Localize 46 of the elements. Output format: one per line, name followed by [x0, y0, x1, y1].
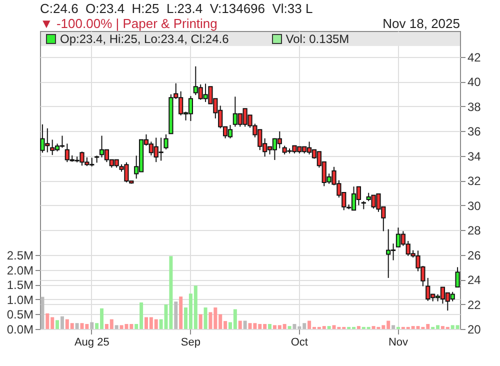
candlestick	[455, 266, 460, 288]
bar	[179, 296, 183, 329]
bar	[198, 314, 202, 329]
y-tick-label: 40	[468, 75, 482, 90]
x-tick-label: Oct	[290, 336, 308, 348]
legend-label: Op:23.4, Hi:25, Lo:23.4, Cl:24.6	[60, 32, 229, 46]
bar	[392, 325, 396, 329]
bar	[268, 324, 272, 329]
y2-tick-label: 0.0M	[6, 322, 34, 336]
bar	[327, 326, 331, 329]
bar	[243, 320, 247, 329]
y2-tick-label: 1.5M	[6, 278, 34, 292]
bar	[288, 326, 292, 329]
y-tick-label: 24	[468, 273, 482, 288]
x-tick-label: Nov	[388, 336, 409, 348]
y2-tick-label: 0.5M	[6, 308, 34, 322]
y-tick-label: 20	[468, 322, 482, 336]
candlestick	[164, 134, 168, 150]
bar	[75, 323, 79, 329]
y-tick-label: 26	[468, 248, 482, 262]
y-tick-label: 22	[468, 298, 482, 312]
y2-tick-label: 2.5M	[6, 248, 34, 263]
bar	[114, 325, 118, 329]
y-tick-label: 42	[468, 50, 482, 64]
bar	[238, 320, 242, 329]
y-tick-label: 34	[468, 149, 482, 164]
bar	[204, 307, 208, 329]
y2-tick-label: 1.0M	[6, 292, 34, 307]
y2-tick-label: 2.0M	[6, 263, 34, 278]
legend-label: Vol: 0.135M	[286, 32, 350, 46]
x-tick-label: Sep	[180, 336, 200, 348]
y-tick-label: 32	[468, 174, 482, 188]
y-tick-label: 28	[468, 224, 482, 238]
bar	[40, 296, 44, 329]
bar	[56, 320, 60, 329]
bar	[90, 322, 94, 329]
y-tick-label: 30	[468, 198, 482, 213]
x-tick-label: Aug 25	[74, 336, 110, 348]
y-tick-label: 36	[468, 124, 482, 139]
chart-title: C:24.6 O:23.4 H:25 L:23.4 V:134696 Vl:33 L	[40, 1, 313, 16]
text: Nov 18, 2025	[382, 16, 460, 31]
y-tick-label: 38	[468, 100, 482, 114]
bar	[174, 302, 178, 329]
chart-subtitle: ▼ -100.00% | Paper & Printing	[40, 16, 218, 31]
bar	[60, 316, 64, 329]
bar	[356, 326, 360, 329]
